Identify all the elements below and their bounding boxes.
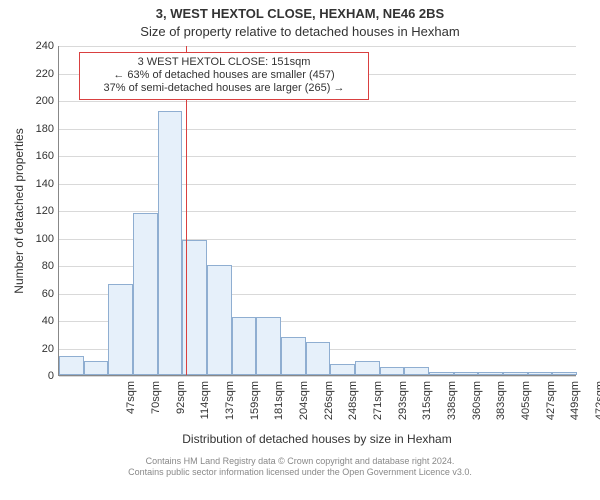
histogram-bar — [207, 265, 232, 375]
gridline — [59, 376, 576, 377]
histogram-bar — [306, 342, 331, 375]
x-tick-label: 226sqm — [323, 381, 335, 431]
gridline — [59, 46, 576, 47]
y-tick-label: 60 — [24, 288, 54, 300]
histogram-bar — [281, 337, 306, 376]
x-tick-label: 204sqm — [298, 381, 310, 431]
x-tick-label: 360sqm — [471, 381, 483, 431]
gridline — [59, 129, 576, 130]
y-tick-label: 200 — [24, 95, 54, 107]
y-tick-label: 100 — [24, 233, 54, 245]
x-tick-label: 338sqm — [446, 381, 458, 431]
x-tick-label: 114sqm — [199, 381, 211, 431]
y-tick-label: 20 — [24, 343, 54, 355]
x-tick-label: 315sqm — [421, 381, 433, 431]
annotation-line: 37% of semi-detached houses are larger (… — [84, 82, 364, 95]
histogram-bar — [232, 317, 257, 375]
x-tick-label: 137sqm — [224, 381, 236, 431]
y-tick-label: 0 — [24, 370, 54, 382]
histogram-bar — [380, 367, 405, 375]
x-tick-label: 70sqm — [150, 381, 162, 431]
x-tick-label: 472sqm — [594, 381, 600, 431]
histogram-bar — [158, 111, 183, 375]
gridline — [59, 101, 576, 102]
y-tick-label: 160 — [24, 150, 54, 162]
x-tick-label: 405sqm — [520, 381, 532, 431]
y-tick-label: 240 — [24, 40, 54, 52]
x-tick-label: 181sqm — [273, 381, 285, 431]
x-tick-label: 293sqm — [397, 381, 409, 431]
y-tick-label: 120 — [24, 205, 54, 217]
x-axis-title: Distribution of detached houses by size … — [58, 432, 576, 446]
histogram-bar — [59, 356, 84, 375]
histogram-bar — [454, 372, 479, 375]
annotation-line: 3 WEST HEXTOL CLOSE: 151sqm — [84, 56, 364, 69]
y-tick-label: 220 — [24, 68, 54, 80]
x-tick-label: 271sqm — [372, 381, 384, 431]
x-tick-label: 92sqm — [175, 381, 187, 431]
histogram-plot: 3 WEST HEXTOL CLOSE: 151sqm← 63% of deta… — [58, 46, 576, 376]
gridline — [59, 184, 576, 185]
annotation-line: ← 63% of detached houses are smaller (45… — [84, 69, 364, 82]
histogram-bar — [552, 372, 577, 375]
x-tick-label: 248sqm — [347, 381, 359, 431]
histogram-bar — [133, 213, 158, 375]
footer-line2: Contains public sector information licen… — [0, 467, 600, 478]
x-tick-label: 383sqm — [495, 381, 507, 431]
histogram-bar — [330, 364, 355, 375]
x-tick-label: 427sqm — [545, 381, 557, 431]
gridline — [59, 156, 576, 157]
y-tick-label: 40 — [24, 315, 54, 327]
histogram-bar — [355, 361, 380, 375]
histogram-bar — [478, 372, 503, 375]
page-title-line2: Size of property relative to detached ho… — [0, 24, 600, 39]
histogram-bar — [429, 372, 454, 375]
histogram-bar — [256, 317, 281, 375]
y-tick-label: 140 — [24, 178, 54, 190]
x-tick-label: 449sqm — [569, 381, 581, 431]
histogram-bar — [108, 284, 133, 375]
y-tick-label: 180 — [24, 123, 54, 135]
x-tick-label: 159sqm — [249, 381, 261, 431]
footer-line1: Contains HM Land Registry data © Crown c… — [0, 456, 600, 467]
x-tick-label: 47sqm — [125, 381, 137, 431]
y-tick-label: 80 — [24, 260, 54, 272]
histogram-bar — [404, 367, 429, 375]
histogram-bar — [528, 372, 553, 375]
annotation-box: 3 WEST HEXTOL CLOSE: 151sqm← 63% of deta… — [79, 52, 369, 100]
footer-attribution: Contains HM Land Registry data © Crown c… — [0, 456, 600, 479]
page-title-line1: 3, WEST HEXTOL CLOSE, HEXHAM, NE46 2BS — [0, 6, 600, 21]
histogram-bar — [503, 372, 528, 375]
histogram-bar — [84, 361, 109, 375]
